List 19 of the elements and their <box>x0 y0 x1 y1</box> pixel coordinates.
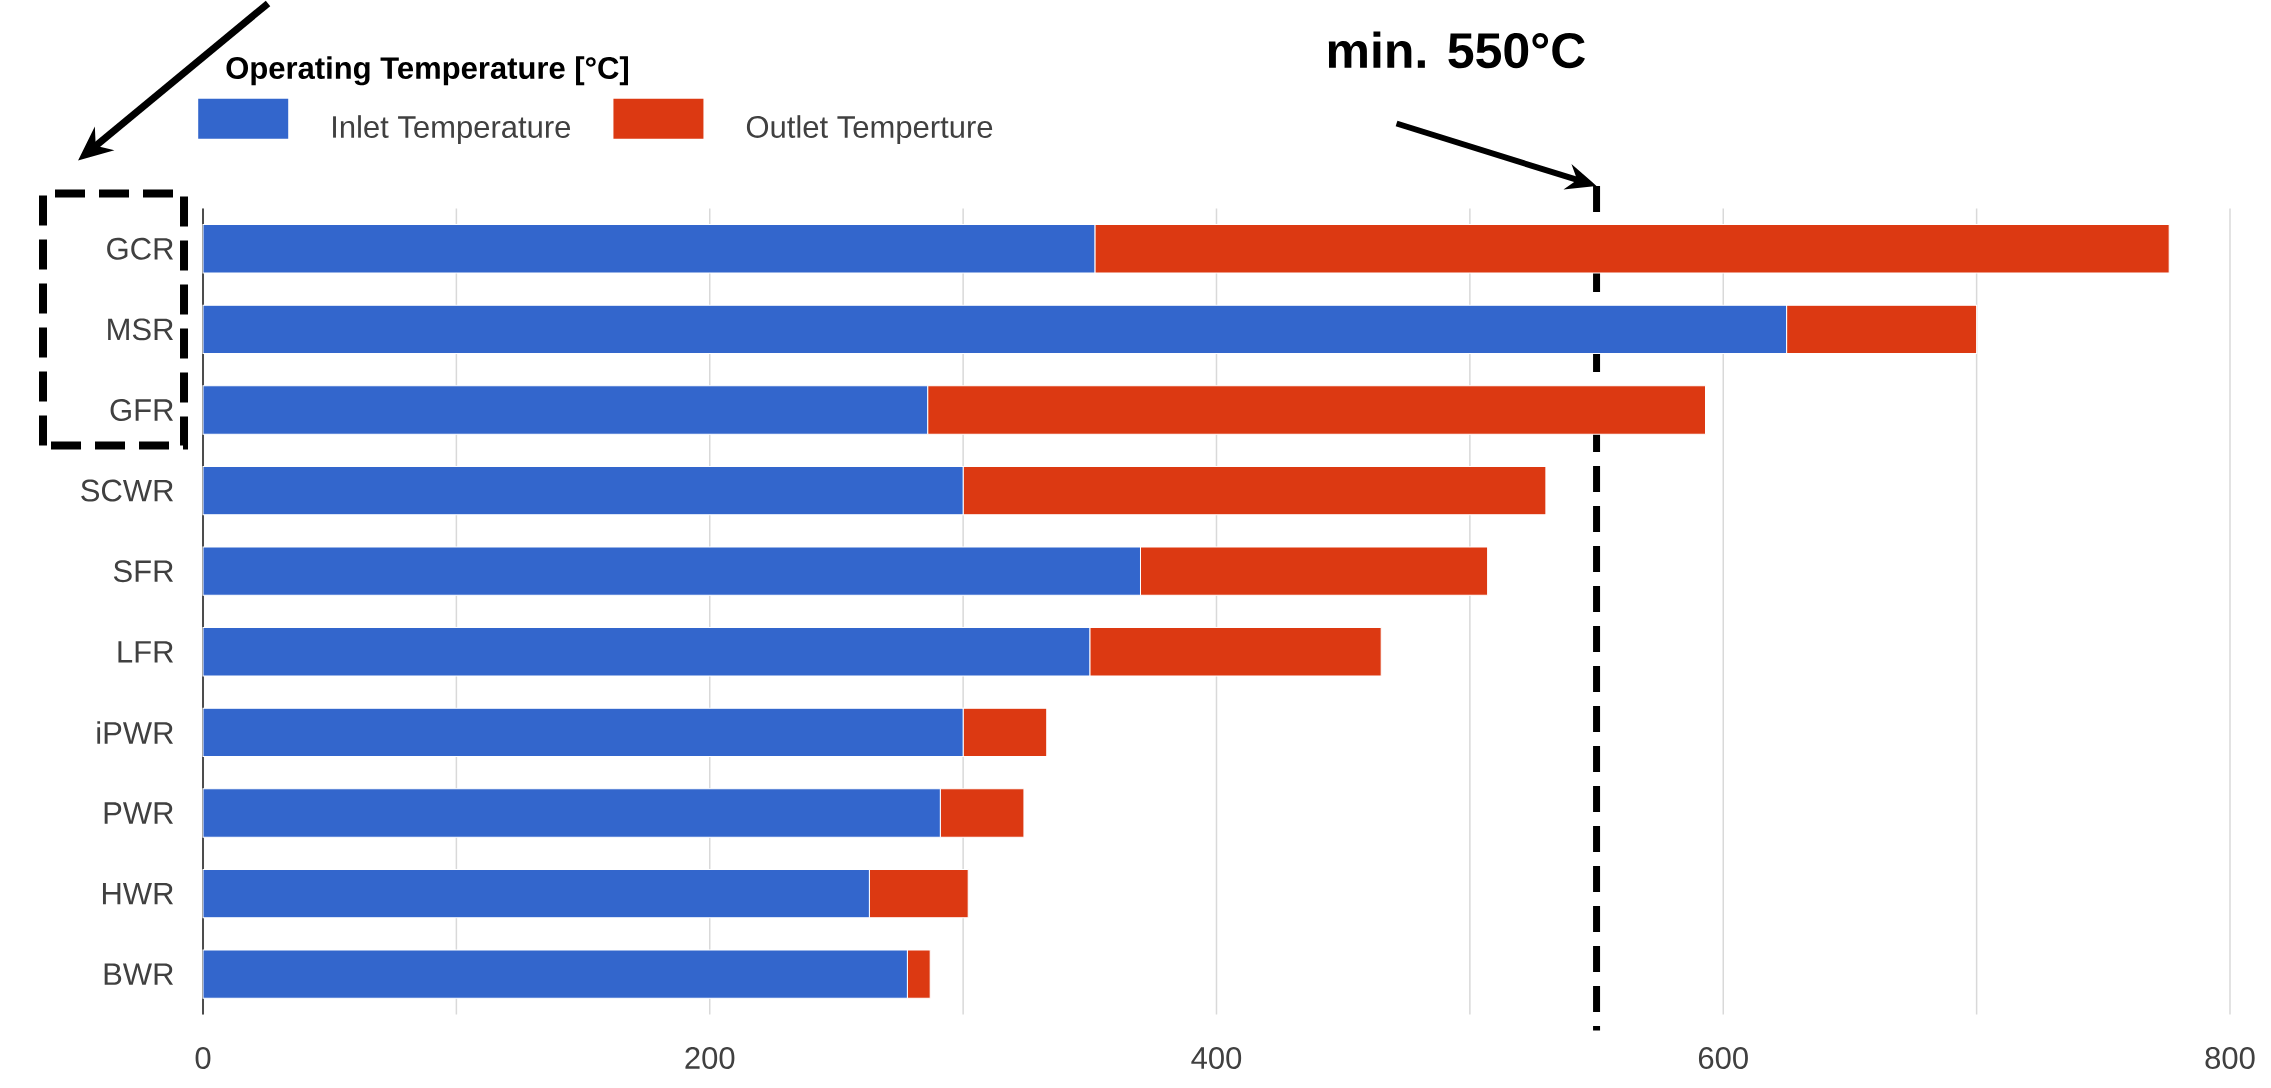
x-tick-label: 0 <box>195 1046 211 1069</box>
x-tick-label: 600 <box>1698 1046 1748 1069</box>
ref-line-label: min. 550°C <box>1328 31 1585 69</box>
chart-title: Operating Temperature [°C] <box>226 56 628 86</box>
y-tick-label: GFR <box>110 398 174 421</box>
y-tick-label: iPWR <box>97 720 174 744</box>
x-tick-label: 800 <box>2205 1046 2255 1069</box>
y-tick-label: SCWR <box>81 479 174 502</box>
y-tick-label: LFR <box>118 640 174 663</box>
y-tick-label: GCR <box>107 237 174 260</box>
y-tick-label: HWR <box>102 882 174 905</box>
y-tick-label: BWR <box>104 963 174 985</box>
x-tick-label: 400 <box>1191 1046 1242 1069</box>
x-tick-label: 200 <box>685 1046 735 1069</box>
legend-label: Outlet Temperture <box>746 114 993 144</box>
legend-label: Inlet Temperature <box>333 114 571 144</box>
y-tick-label: PWR <box>104 802 174 824</box>
y-tick-label: MSR <box>108 318 174 341</box>
y-tick-label: SFR <box>113 559 174 582</box>
